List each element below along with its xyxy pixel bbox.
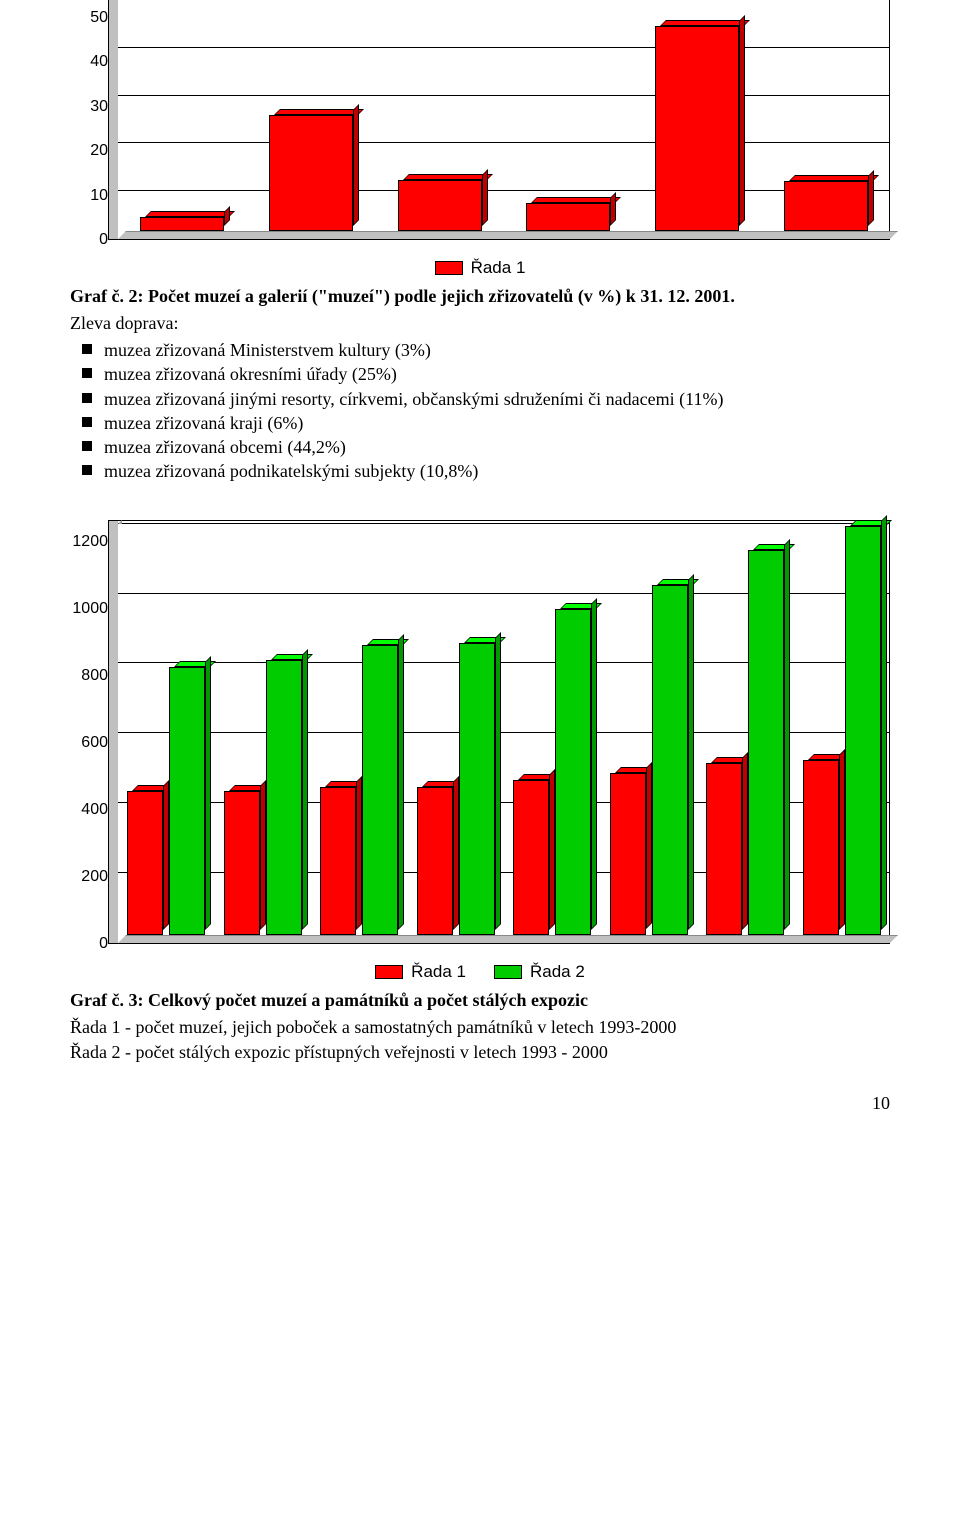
chart-1: 01020304050 bbox=[70, 0, 890, 240]
y-tick-label: 10 bbox=[90, 187, 108, 205]
bar-group bbox=[269, 0, 353, 231]
y-tick-label: 1200 bbox=[72, 533, 108, 551]
bar-group bbox=[655, 0, 739, 231]
y-tick-label: 40 bbox=[90, 53, 108, 71]
y-tick-label: 1000 bbox=[72, 600, 108, 618]
chart-2-caption-text: Graf č. 3: Celkový počet muzeí a památní… bbox=[70, 990, 588, 1010]
bar bbox=[555, 609, 591, 935]
list-item: muzea zřizovaná okresními úřady (25%) bbox=[70, 362, 890, 386]
legend-item-rada2: Řada 2 bbox=[494, 962, 585, 982]
y-tick-label: 50 bbox=[90, 9, 108, 27]
legend-swatch-icon bbox=[435, 261, 463, 275]
bar bbox=[127, 791, 163, 935]
list-item: muzea zřizovaná kraji (6%) bbox=[70, 411, 890, 435]
bar-group bbox=[610, 524, 688, 935]
bar bbox=[362, 645, 398, 935]
list-intro: Zleva doprava: bbox=[70, 313, 890, 334]
list-item: muzea zřizovaná obcemi (44,2%) bbox=[70, 435, 890, 459]
list-item: muzea zřizovaná jinými resorty, církvemi… bbox=[70, 387, 890, 411]
y-tick-label: 30 bbox=[90, 98, 108, 116]
legend-label: Řada 2 bbox=[530, 962, 585, 982]
bar-group bbox=[398, 0, 482, 231]
bar bbox=[655, 26, 739, 231]
bar-group bbox=[526, 0, 610, 231]
bar bbox=[526, 203, 610, 231]
legend-item-rada1: Řada 1 bbox=[375, 962, 466, 982]
bar bbox=[224, 791, 260, 935]
bar bbox=[417, 787, 453, 935]
legend-swatch-icon bbox=[375, 965, 403, 979]
y-tick-label: 400 bbox=[81, 801, 108, 819]
bar-group bbox=[803, 524, 881, 935]
chart-2-subcaption-1: Řada 1 - počet muzeí, jejich poboček a s… bbox=[70, 1017, 890, 1038]
list-item: muzea zřizovaná Ministerstvem kultury (3… bbox=[70, 338, 890, 362]
y-tick-label: 0 bbox=[99, 935, 108, 953]
bar-group bbox=[224, 524, 302, 935]
bar bbox=[398, 180, 482, 231]
legend-label: Řada 1 bbox=[471, 258, 526, 278]
bar bbox=[513, 780, 549, 935]
bar bbox=[140, 217, 224, 231]
chart-1-legend: Řada 1 bbox=[70, 258, 890, 278]
page: 0 10 20 30 40 50 Řada 1 Graf č. 2: Počet muze… bbox=[0, 0, 960, 1154]
legend-swatch-icon bbox=[494, 965, 522, 979]
chart-2-subcaption-2: Řada 2 - počet stálých expozic přístupný… bbox=[70, 1042, 890, 1063]
chart-1-caption-text: Graf č. 2: Počet muzeí a galerií ("muzeí… bbox=[70, 286, 735, 306]
bar bbox=[784, 181, 868, 231]
chart-2: 020040060080010001200 bbox=[70, 524, 890, 944]
y-tick-label: 0 bbox=[99, 231, 108, 249]
bar bbox=[845, 526, 881, 935]
bar-group bbox=[127, 524, 205, 935]
y-tick-label: 600 bbox=[81, 734, 108, 752]
legend-label: Řada 1 bbox=[411, 962, 466, 982]
y-tick-label: 800 bbox=[81, 667, 108, 685]
chart-2-legend: Řada 1 Řada 2 bbox=[70, 962, 890, 982]
bar bbox=[803, 760, 839, 935]
bar-group bbox=[513, 524, 591, 935]
page-number: 10 bbox=[70, 1093, 890, 1114]
bar bbox=[748, 550, 784, 935]
bar bbox=[320, 787, 356, 935]
legend-item-rada1: Řada 1 bbox=[435, 258, 526, 278]
bar bbox=[652, 585, 688, 935]
founders-list: muzea zřizovaná Ministerstvem kultury (3… bbox=[70, 338, 890, 484]
chart-1-caption: Graf č. 2: Počet muzeí a galerií ("muzeí… bbox=[70, 286, 890, 307]
bar bbox=[169, 667, 205, 935]
bar-group bbox=[417, 524, 495, 935]
y-tick-label: 20 bbox=[90, 142, 108, 160]
bar-group bbox=[784, 0, 868, 231]
bar bbox=[269, 115, 353, 231]
bar-group bbox=[320, 524, 398, 935]
bar bbox=[266, 660, 302, 935]
bar-group bbox=[140, 0, 224, 231]
y-tick-label: 200 bbox=[81, 868, 108, 886]
list-item: muzea zřizovaná podnikatelskými subjekty… bbox=[70, 459, 890, 483]
chart-2-caption: Graf č. 3: Celkový počet muzeí a památní… bbox=[70, 990, 890, 1011]
bar bbox=[459, 643, 495, 935]
bar bbox=[610, 773, 646, 934]
bar bbox=[706, 763, 742, 935]
bar-group bbox=[706, 524, 784, 935]
